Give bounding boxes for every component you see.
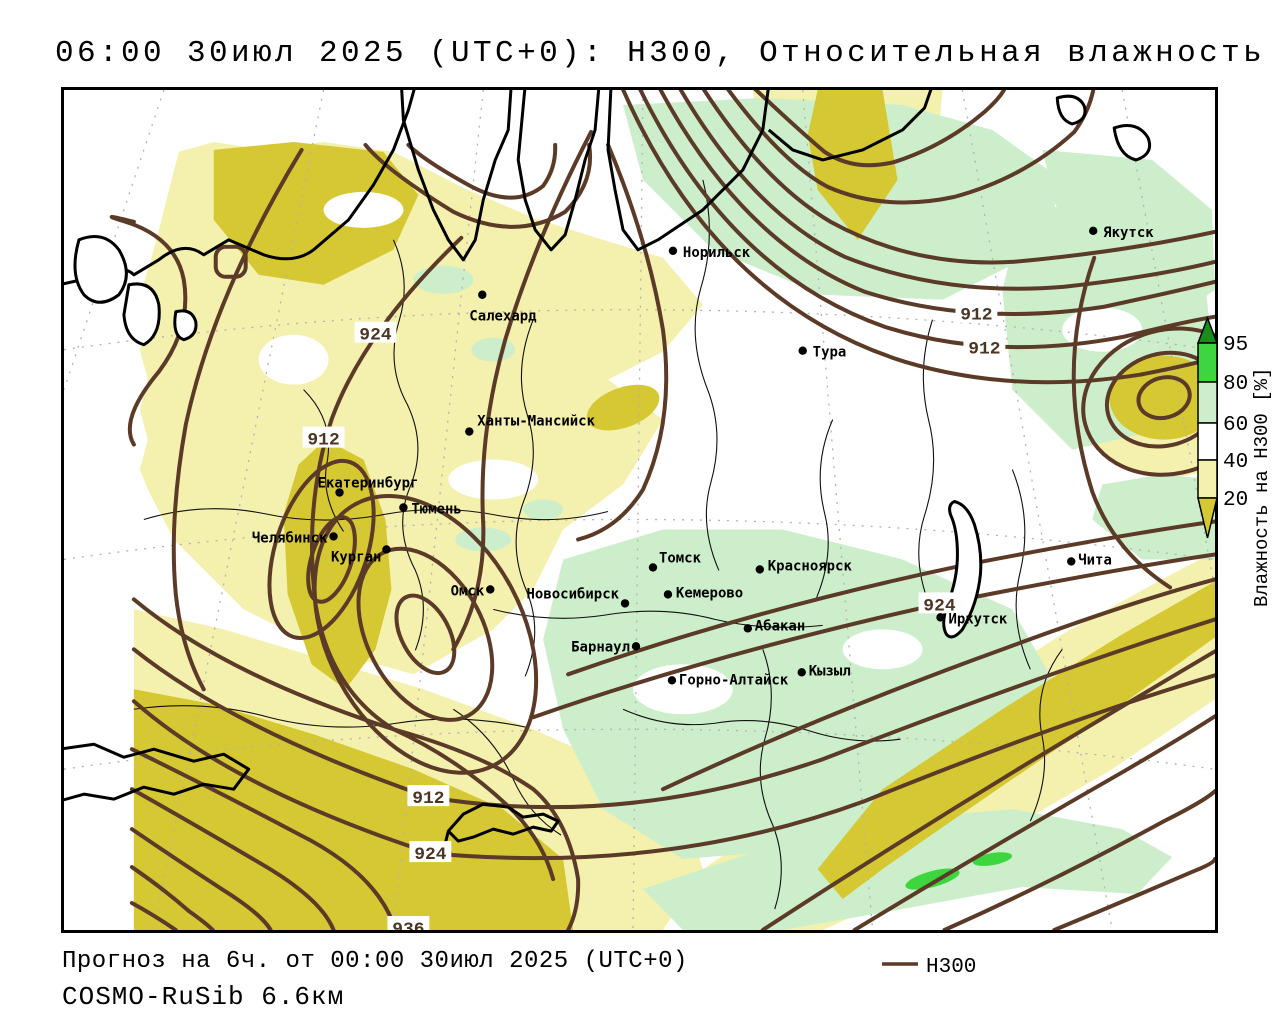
svg-text:Челябинск: Челябинск: [252, 530, 328, 546]
contour-value-labels: 924 912 912 912 924 912 924 936: [302, 301, 1006, 930]
city-irkutsk: Иркутск: [936, 611, 1008, 627]
svg-text:Норильск: Норильск: [683, 245, 751, 261]
svg-text:924: 924: [414, 845, 447, 865]
contour-label: 936: [387, 916, 430, 930]
svg-text:Томск: Томск: [659, 550, 702, 566]
svg-text:Абакан: Абакан: [755, 618, 805, 634]
colorbar-seg-80-95: [1197, 342, 1218, 383]
city-tomsk: Томск: [648, 550, 702, 572]
city-kemerovo: Кемерово: [663, 585, 743, 601]
colorbar-axis-title: Влажность на H300 [%]: [1251, 368, 1273, 607]
city-chita: Чита: [1067, 552, 1112, 568]
contour-label: 924: [918, 592, 961, 616]
legend-label: H300: [926, 956, 976, 979]
contour-label: 912: [302, 426, 345, 451]
city-ekaterinburg: Екатеринбург: [318, 476, 419, 497]
svg-text:Кызыл: Кызыл: [809, 663, 851, 679]
forecast-info: Прогноз на 6ч. от 00:00 30июл 2025 (UTC+…: [62, 948, 688, 975]
svg-text:Чита: Чита: [1078, 552, 1112, 568]
svg-text:Тюмень: Тюмень: [411, 501, 461, 517]
forecast-map: 924 912 912 912 924 912 924 936: [64, 90, 1215, 930]
city-kyzyl: Кызыл: [797, 663, 851, 679]
svg-text:912: 912: [412, 789, 444, 809]
city-abakan: Абакан: [743, 618, 805, 634]
svg-text:Кемерово: Кемерово: [676, 585, 743, 601]
city-salekhard: Салехард: [469, 290, 537, 325]
city-khanty-mansiysk: Ханты-Мансийск: [465, 414, 596, 436]
svg-text:Курган: Курган: [331, 549, 381, 565]
svg-text:912: 912: [307, 431, 339, 451]
colorbar-seg-40-60: [1197, 422, 1218, 461]
colorbar-tick: 20: [1223, 489, 1248, 512]
height-contours: [109, 90, 1215, 930]
city-tura: Тура: [798, 345, 847, 361]
coastlines: [64, 90, 1152, 855]
svg-text:924: 924: [359, 326, 392, 346]
svg-text:Новосибирск: Новосибирск: [527, 586, 620, 602]
city-chelyabinsk: Челябинск: [252, 530, 338, 546]
contour-label: 912: [955, 301, 998, 326]
legend: H300: [882, 956, 976, 979]
city-barnaul: Барнаул: [571, 639, 641, 655]
colorbar-tick: 40: [1223, 451, 1248, 474]
svg-text:Иркутск: Иркутск: [948, 611, 1007, 627]
svg-text:924: 924: [923, 596, 956, 616]
colorbar-seg-60-80: [1197, 381, 1218, 424]
city-kurgan: Курган: [331, 545, 391, 565]
svg-text:912: 912: [968, 340, 1000, 360]
svg-text:Тура: Тура: [813, 345, 847, 361]
city-krasnoyarsk: Красноярск: [755, 558, 853, 574]
svg-text:912: 912: [960, 306, 992, 326]
svg-text:936: 936: [392, 920, 424, 930]
svg-text:Омск: Омск: [451, 583, 485, 599]
map-frame: 924 912 912 912 924 912 924 936: [61, 87, 1218, 933]
contour-label: 912: [963, 335, 1006, 360]
svg-text:Екатеринбург: Екатеринбург: [318, 476, 419, 492]
svg-text:Барнаул: Барнаул: [571, 639, 630, 655]
city-novosibirsk: Новосибирск: [527, 586, 630, 608]
svg-text:Салехард: Салехард: [469, 309, 537, 325]
contour-label: 912: [407, 785, 450, 809]
colorbar-tick: 60: [1223, 414, 1248, 437]
city-norilsk: Норильск: [668, 245, 751, 261]
city-markers: Норильск Салехард Тура Якутск Ханты-Манс…: [252, 225, 1154, 688]
humidity-colorbar: 95 80 60 40 20 Влажность на H300 [%]: [1196, 315, 1273, 607]
model-info: COSMO-RuSib 6.6км: [62, 982, 345, 1012]
colorbar-arrow-top: [1196, 315, 1219, 344]
svg-text:Якутск: Якутск: [1103, 225, 1154, 241]
svg-text:Ханты-Мансийск: Ханты-Мансийск: [477, 414, 595, 430]
city-omsk: Омск: [451, 583, 495, 599]
colorbar-tick: 80: [1223, 373, 1248, 396]
city-tyumen: Тюмень: [399, 501, 462, 517]
contour-label: 924: [409, 841, 452, 865]
page-title: 06:00 30июл 2025 (UTC+0): H300, Относите…: [55, 36, 1266, 71]
colorbar-seg-20-40: [1197, 459, 1218, 499]
city-yakutsk: Якутск: [1089, 225, 1154, 241]
svg-text:Горно-Алтайск: Горно-Алтайск: [679, 672, 789, 688]
colorbar-tick: 95: [1223, 334, 1248, 357]
svg-text:Красноярск: Красноярск: [768, 558, 853, 574]
colorbar-arrow-bottom: [1197, 497, 1218, 539]
city-gorno-altaysk: Горно-Алтайск: [667, 672, 789, 688]
contour-label: 924: [354, 321, 397, 346]
